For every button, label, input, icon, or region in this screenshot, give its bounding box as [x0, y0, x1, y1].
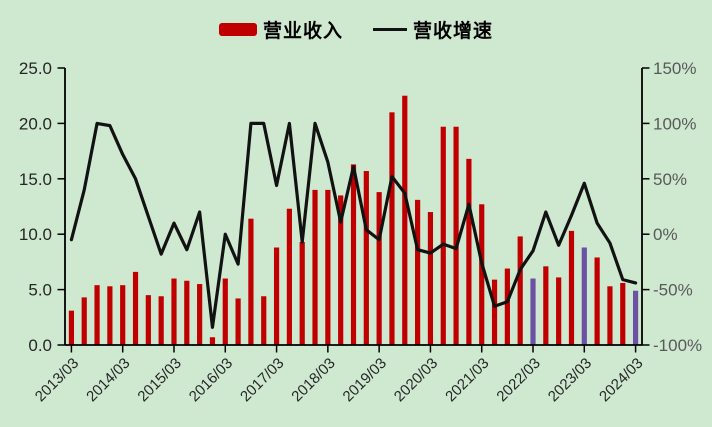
- left-axis-tick-label: 25.0: [19, 59, 52, 78]
- revenue-bar: [517, 236, 523, 345]
- legend-item-growth: 营收增速: [373, 16, 493, 43]
- revenue-bar: [620, 282, 626, 345]
- revenue-bar: [453, 126, 459, 345]
- revenue-bar: [594, 257, 600, 345]
- revenue-bar: [299, 241, 305, 345]
- legend-line-swatch: [373, 27, 407, 32]
- revenue-bar: [325, 189, 331, 345]
- revenue-bar: [543, 266, 549, 345]
- right-axis-tick-label: -50%: [653, 281, 693, 300]
- revenue-bar: [248, 218, 254, 345]
- revenue-bar: [222, 278, 228, 345]
- left-axis-tick-label: 0.0: [28, 336, 52, 355]
- x-axis-tick-label: 2014/03: [83, 355, 133, 405]
- revenue-bar: [94, 285, 100, 345]
- revenue-bar: [273, 247, 280, 345]
- x-axis-tick-label: 2023/03: [545, 355, 595, 405]
- revenue-bar: [427, 212, 434, 345]
- left-axis-tick-label: 10.0: [19, 225, 52, 244]
- growth-line: [69, 121, 638, 329]
- revenue-bar: [171, 278, 177, 345]
- revenue-bar: [491, 279, 498, 345]
- chart-legend: 营业收入 营收增速: [0, 16, 712, 43]
- revenue-bar: [504, 268, 510, 345]
- x-axis-tick-label: 2020/03: [391, 355, 441, 405]
- revenue-bar: [81, 297, 87, 345]
- right-axis-tick-label: 0%: [653, 225, 678, 244]
- revenue-bar: [556, 277, 562, 345]
- x-axis-tick-label: 2015/03: [134, 355, 184, 405]
- revenue-bar: [184, 280, 190, 345]
- right-axis-tick-label: 50%: [653, 170, 687, 189]
- x-axis-tick-label: 2022/03: [493, 355, 543, 405]
- revenue-bar: [261, 296, 267, 345]
- left-axis-tick-label: 15.0: [19, 170, 52, 189]
- left-axis-tick-label: 5.0: [28, 281, 52, 300]
- revenue-bar: [312, 189, 318, 345]
- legend-label-growth: 营收增速: [413, 21, 494, 42]
- x-axis-tick-label: 2024/03: [596, 355, 646, 405]
- revenue-bar: [286, 208, 292, 345]
- revenue-bar: [479, 204, 485, 345]
- revenue-bar: [197, 284, 203, 345]
- revenue-bar-highlight: [530, 278, 536, 345]
- revenue-bar: [607, 286, 613, 345]
- right-axis-tick-label: 150%: [653, 59, 696, 78]
- revenue-bar: [415, 199, 421, 345]
- revenue-bar: [363, 171, 369, 345]
- x-axis-tick-label: 2018/03: [288, 355, 338, 405]
- right-axis-tick-label: -100%: [653, 336, 702, 355]
- revenue-bar: [338, 195, 344, 345]
- revenue-bar: [568, 230, 575, 345]
- revenue-bar: [376, 192, 382, 345]
- revenue-bar: [107, 286, 113, 345]
- x-axis-tick-label: 2019/03: [340, 355, 390, 405]
- revenue-bar: [209, 337, 216, 345]
- revenue-bar: [158, 296, 164, 345]
- revenue-bar: [402, 95, 408, 345]
- legend-bar-swatch: [218, 23, 257, 36]
- revenue-bar: [120, 285, 126, 345]
- revenue-bar: [132, 271, 139, 345]
- legend-item-revenue: 营业收入: [218, 16, 343, 43]
- right-axis-tick-label: 100%: [653, 114, 696, 133]
- revenue-bar: [440, 126, 446, 345]
- revenue-bar: [350, 164, 357, 345]
- revenue-bar: [235, 298, 241, 345]
- left-axis-tick-label: 20.0: [19, 114, 52, 133]
- revenue-bar: [466, 158, 472, 345]
- revenue-bar: [145, 295, 151, 345]
- legend-label-revenue: 营业收入: [262, 21, 343, 42]
- x-axis-tick-label: 2017/03: [237, 355, 287, 405]
- revenue-bar-highlight: [581, 247, 587, 345]
- x-axis-tick-label: 2013/03: [32, 355, 82, 405]
- x-axis-tick-label: 2021/03: [442, 355, 492, 405]
- revenue-bar-highlight: [632, 290, 639, 345]
- x-axis-tick-label: 2016/03: [186, 355, 236, 405]
- revenue-bar: [389, 112, 395, 345]
- revenue-bar: [68, 310, 75, 345]
